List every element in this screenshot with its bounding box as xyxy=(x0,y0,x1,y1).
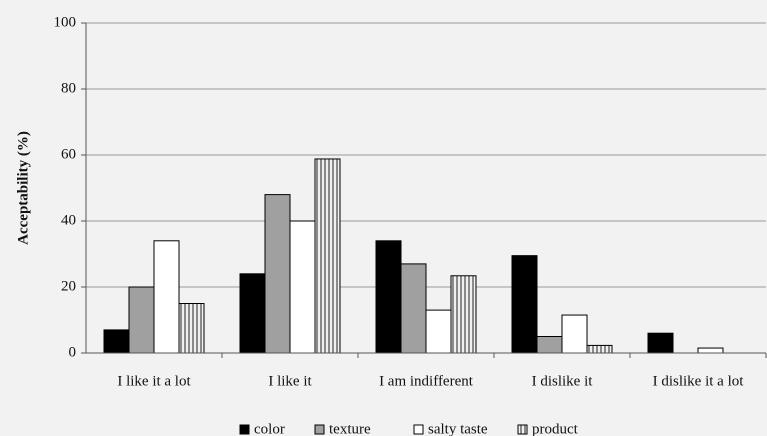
legend-swatch xyxy=(413,424,424,435)
gridlines xyxy=(86,22,766,288)
category-label: I dislike it a lot xyxy=(653,373,745,389)
legend-label: texture xyxy=(329,421,371,436)
y-tick-labels: 0 20 40 60 80 100 xyxy=(54,14,86,360)
bars xyxy=(103,158,724,354)
bar-salty-taste xyxy=(289,220,316,354)
y-tick-label: 60 xyxy=(61,146,76,162)
category-labels: I like it a lot I like it I am indifferent… xyxy=(117,373,744,389)
y-tick-label: 80 xyxy=(61,80,76,96)
category-label: I am indifferent xyxy=(379,373,474,389)
bar-color xyxy=(511,255,538,354)
bar-product xyxy=(450,275,477,354)
bar-product xyxy=(178,303,205,354)
y-tick-label: 100 xyxy=(54,14,77,30)
y-axis-title: Acceptability (%) xyxy=(15,131,31,245)
category-label: I dislike it xyxy=(532,373,594,389)
bar-color xyxy=(239,273,266,354)
category-label: I like it xyxy=(268,373,312,389)
legend-swatch xyxy=(314,424,325,435)
y-tick-label: 20 xyxy=(61,278,76,294)
bar-color xyxy=(103,329,130,354)
category-label: I like it a lot xyxy=(117,373,191,389)
bar-texture xyxy=(128,286,155,354)
legend: color texture salty taste product xyxy=(239,421,579,436)
legend-swatch xyxy=(517,424,528,435)
bar-product xyxy=(314,158,341,354)
bar-color xyxy=(647,332,674,354)
bar-salty-taste xyxy=(561,314,588,354)
legend-swatch xyxy=(239,424,250,435)
bar-color xyxy=(375,240,402,354)
legend-label: product xyxy=(532,421,579,436)
y-tick-label: 0 xyxy=(69,344,77,360)
bar-texture xyxy=(264,194,291,354)
bar-product xyxy=(586,344,613,354)
bar-texture xyxy=(536,336,563,354)
bar-salty-taste xyxy=(697,347,724,354)
axes xyxy=(85,23,767,358)
bar-salty-taste xyxy=(425,309,452,354)
legend-label: salty taste xyxy=(428,421,488,436)
bar-salty-taste xyxy=(153,240,180,354)
y-tick-label: 40 xyxy=(61,212,76,228)
legend-label: color xyxy=(254,421,285,436)
bar-texture xyxy=(400,263,427,354)
